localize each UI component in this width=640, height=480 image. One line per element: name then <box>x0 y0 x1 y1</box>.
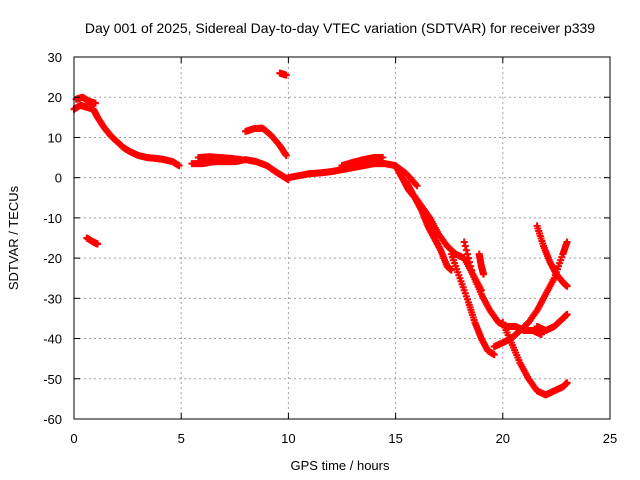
data-point <box>460 238 468 246</box>
data-point <box>237 156 245 164</box>
y-tick-label: 20 <box>48 90 62 105</box>
series-isolated-9-8 <box>276 69 290 79</box>
series-arc-8-10 <box>242 124 290 160</box>
y-tick-label: 0 <box>55 171 62 186</box>
x-tick-label: 5 <box>178 431 185 446</box>
data-point <box>480 270 488 278</box>
data-point <box>563 238 571 246</box>
data-point <box>563 379 571 387</box>
data-point <box>463 250 471 258</box>
x-tick-label: 20 <box>496 431 510 446</box>
data-point <box>462 246 470 254</box>
data-point <box>379 154 387 162</box>
series-spike-19 <box>475 250 488 278</box>
series-early-peak <box>72 93 99 107</box>
ticks <box>73 56 611 420</box>
series-deep-branch <box>447 250 498 359</box>
tick-labels: 0 5 10 15 20 25 -60 -50 -40 -30 -20 -10 0 10 20 30 <box>43 50 617 446</box>
x-axis-label: GPS time / hours <box>291 458 390 473</box>
data-point <box>537 331 545 339</box>
plot-frame <box>73 56 611 420</box>
data-point <box>282 152 290 160</box>
x-tick-label: 10 <box>281 431 295 446</box>
grid <box>74 57 610 419</box>
y-tick-label: 30 <box>48 50 62 65</box>
data-point <box>461 242 469 250</box>
y-tick-label: 10 <box>48 130 62 145</box>
series-upper-arc-14 <box>338 154 387 170</box>
data-point <box>91 99 99 107</box>
data-point <box>466 258 474 266</box>
series-lower-deep <box>499 318 571 399</box>
data-point <box>175 162 183 170</box>
series-main-trace <box>70 101 183 170</box>
series-right-spike <box>533 222 571 290</box>
y-axis-label: SDTVAR / TECUs <box>6 185 21 290</box>
data-point <box>468 266 476 274</box>
data-point <box>413 182 421 190</box>
data-point <box>563 282 571 290</box>
data-series <box>70 69 571 399</box>
data-point <box>282 71 290 79</box>
series-lower-recover <box>533 310 571 335</box>
x-tick-label: 15 <box>388 431 402 446</box>
data-point <box>464 254 472 262</box>
data-point <box>490 351 498 359</box>
data-point <box>563 310 571 318</box>
y-tick-label: -10 <box>43 211 62 226</box>
data-point <box>447 266 455 274</box>
chart-title: Day 001 of 2025, Sidereal Day-to-day VTE… <box>85 20 595 36</box>
y-tick-label: -30 <box>43 291 62 306</box>
y-tick-label: -50 <box>43 372 62 387</box>
y-tick-label: -40 <box>43 332 62 347</box>
x-tick-label: 25 <box>603 431 617 446</box>
series-trace-10-15 <box>284 160 421 190</box>
y-tick-label: -60 <box>43 412 62 427</box>
series-trace-6-8-upper <box>194 153 245 164</box>
y-tick-label: -20 <box>43 251 62 266</box>
data-point <box>94 240 102 248</box>
data-point <box>467 262 475 270</box>
series-isolated-0-8 <box>83 234 102 248</box>
x-tick-label: 0 <box>70 431 77 446</box>
